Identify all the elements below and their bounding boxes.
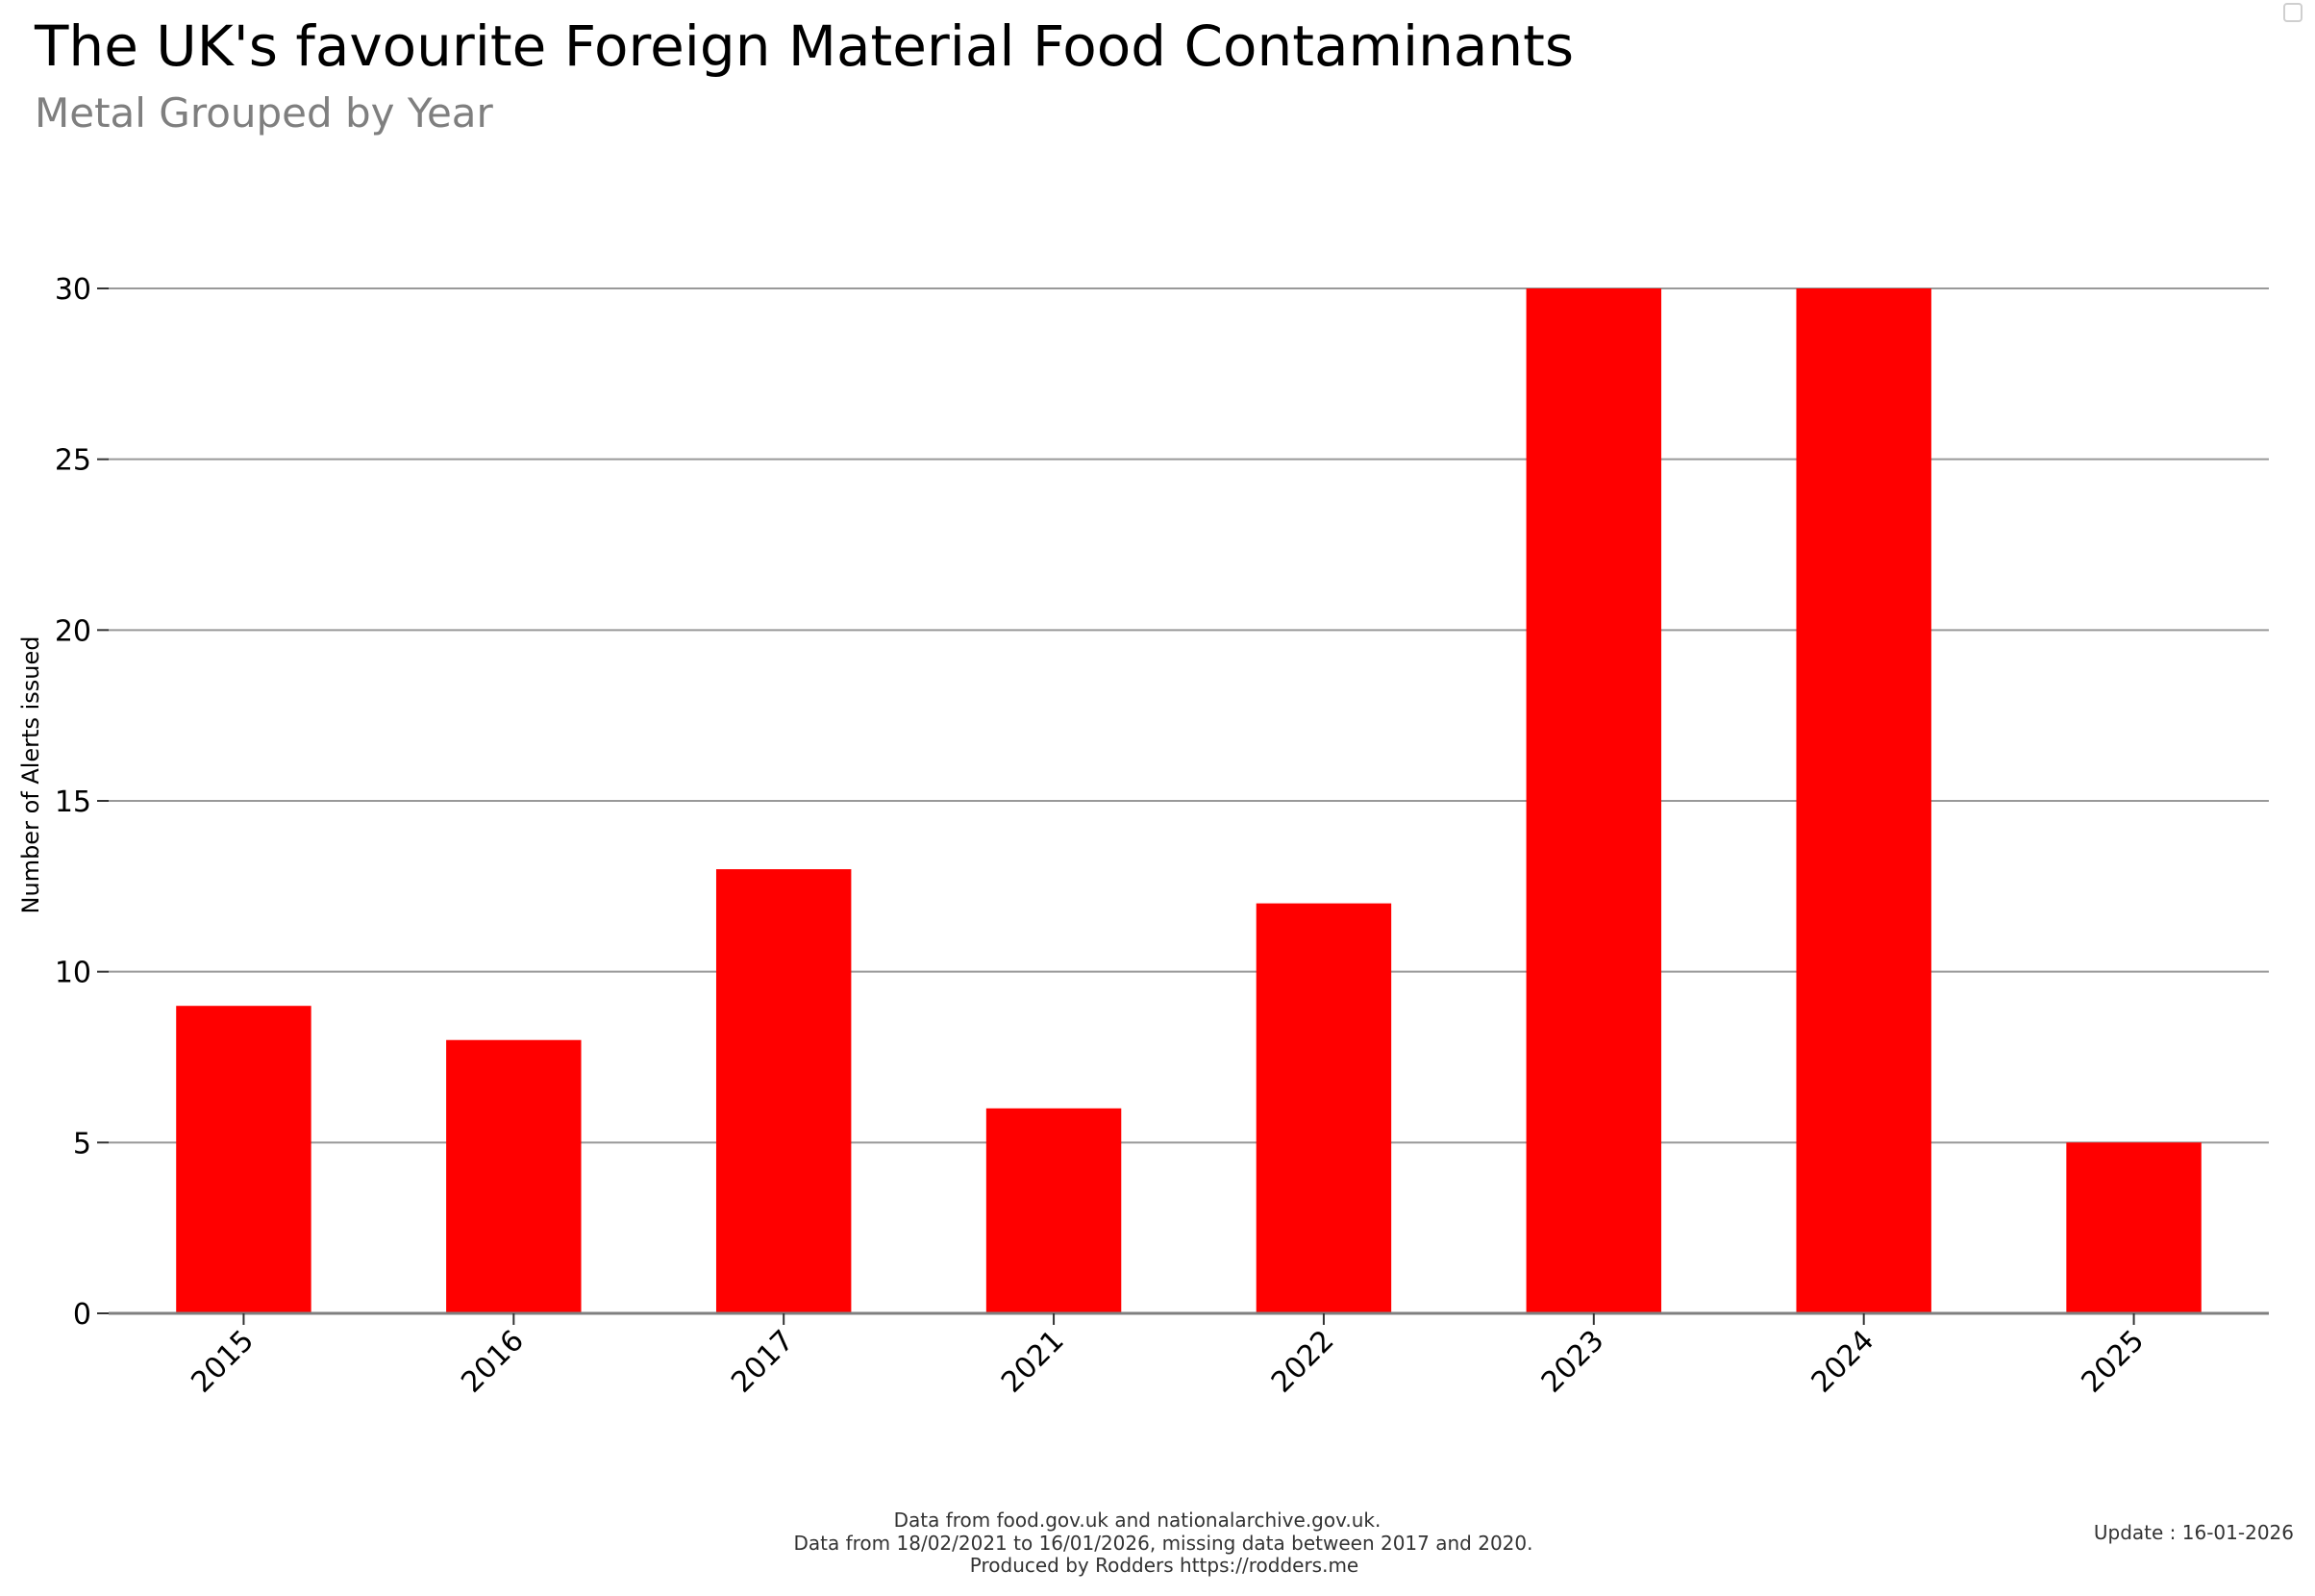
x-tick-label-2015: 2015 xyxy=(185,1324,261,1400)
legend-checkbox[interactable] xyxy=(2283,3,2303,22)
y-tick-label-0: 0 xyxy=(73,1298,91,1332)
bars xyxy=(176,288,2202,1313)
y-tick-labels: 0 5 10 15 20 25 30 xyxy=(55,273,109,1332)
x-tick-label-2024: 2024 xyxy=(1805,1324,1881,1400)
chart-title: The UK's favourite Foreign Material Food… xyxy=(34,13,1574,79)
x-tick-label-2022: 2022 xyxy=(1265,1324,1341,1400)
update-date: Update : 16-01-2026 xyxy=(2094,1521,2294,1544)
x-tick-labels: 2015 2016 2017 2021 2022 2023 2024 2025 xyxy=(185,1313,2151,1400)
gridlines xyxy=(109,287,2269,1144)
y-tick-label-15: 15 xyxy=(55,786,91,819)
bar-2015[interactable] xyxy=(176,1006,311,1313)
x-tick-label-2016: 2016 xyxy=(455,1324,531,1400)
bar-2024[interactable] xyxy=(1796,288,1931,1313)
bar-2025[interactable] xyxy=(2066,1142,2202,1313)
y-tick-label-20: 20 xyxy=(55,614,91,648)
y-axis-label: Number of Alerts issued xyxy=(17,636,44,914)
y-tick-label-10: 10 xyxy=(55,957,91,990)
x-tick-label-2021: 2021 xyxy=(995,1324,1071,1400)
bar-2022[interactable] xyxy=(1256,903,1392,1313)
footer-date-range-line: Data from 18/02/2021 to 16/01/2026, miss… xyxy=(794,1532,1533,1555)
y-tick-label-5: 5 xyxy=(73,1127,91,1160)
x-tick-label-2023: 2023 xyxy=(1535,1324,1611,1400)
bar-2023[interactable] xyxy=(1526,288,1662,1313)
x-tick-label-2017: 2017 xyxy=(725,1324,801,1400)
bar-2017[interactable] xyxy=(715,869,852,1313)
bar-2016[interactable] xyxy=(446,1039,582,1313)
footer-source-line: Data from food.gov.uk and nationalarchiv… xyxy=(894,1509,1382,1532)
y-tick-label-25: 25 xyxy=(55,444,91,478)
footer-credit-line: Produced by Rodders https://rodders.me xyxy=(970,1554,1358,1577)
x-tick-label-2025: 2025 xyxy=(2075,1324,2151,1400)
chart-subtitle: Metal Grouped by Year xyxy=(35,89,494,137)
y-tick-label-30: 30 xyxy=(55,273,91,307)
bar-2021[interactable] xyxy=(985,1108,1122,1313)
